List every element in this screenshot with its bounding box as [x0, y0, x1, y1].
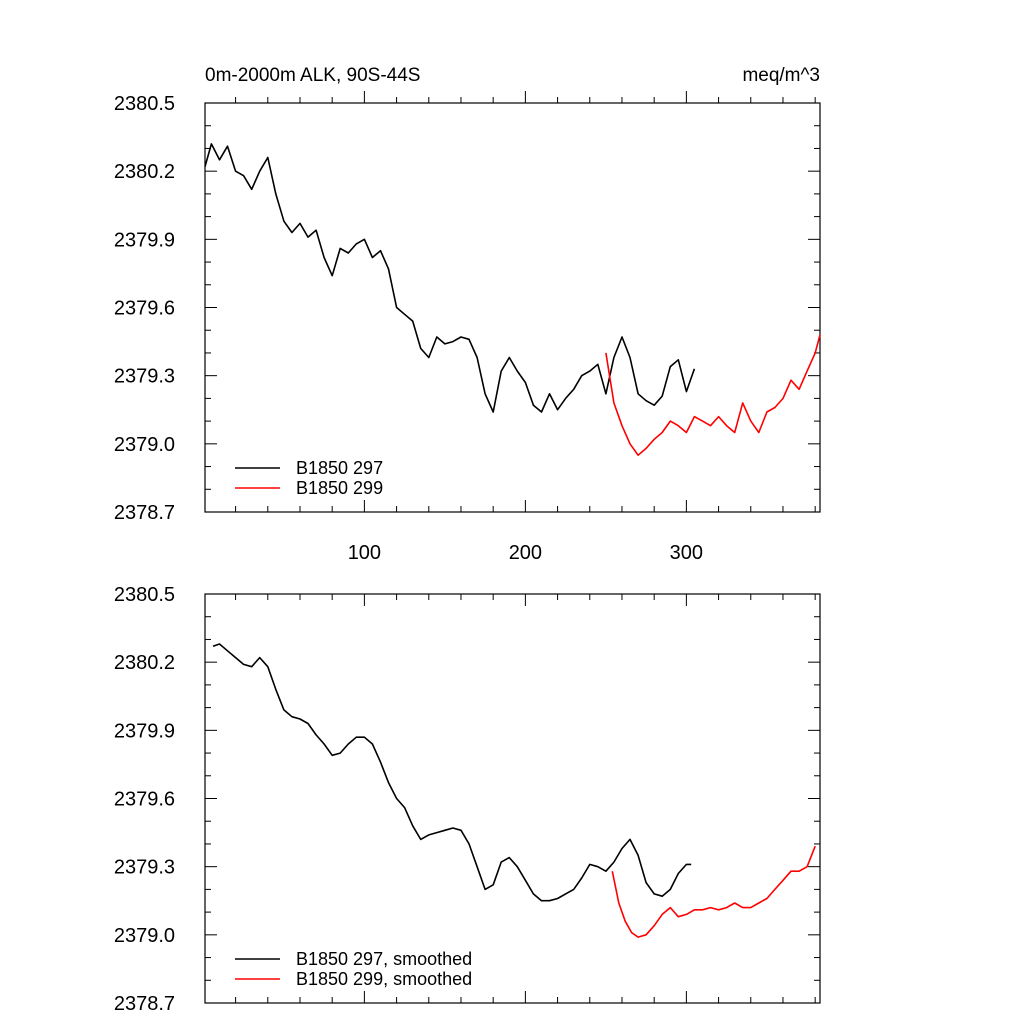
legend-label: B1850 297, smoothed — [296, 949, 472, 969]
plot-frame — [204, 593, 821, 1004]
bottom-panel: 2378.7 2379.0 2379.3 2379.6 2379.9 2380.2 2380… — [114, 584, 821, 1015]
x-tick-label: 100 — [348, 542, 381, 564]
series-line-red — [611, 845, 816, 938]
y-tick-label: 2379.6 — [114, 789, 175, 811]
legend-label: B1850 299, smoothed — [296, 969, 472, 989]
y-tick-label: 2378.7 — [114, 502, 175, 524]
y-tick-label: 2379.6 — [114, 298, 175, 320]
y-tick-label: 2379.9 — [114, 720, 175, 742]
y-tick-label: 2379.3 — [114, 366, 175, 388]
plot-frame — [204, 102, 821, 513]
series-line-black — [212, 643, 692, 902]
y-tick-label: 2379.3 — [114, 857, 175, 879]
y-tick-label: 2378.7 — [114, 993, 175, 1015]
legend-label: B1850 297 — [296, 458, 383, 478]
legend-label: B1850 299 — [296, 478, 383, 498]
top-panel: 2378.7 2379.0 2379.3 2379.6 2379.9 2380.2 2380… — [114, 65, 821, 564]
y-tick-label: 2380.5 — [114, 584, 175, 606]
y-tick-label: 2380.2 — [114, 161, 175, 183]
series-line-black — [204, 143, 696, 413]
y-tick-label: 2380.5 — [114, 93, 175, 115]
y-tick-label: 2380.2 — [114, 652, 175, 674]
y-tick-label: 2379.9 — [114, 229, 175, 251]
y-tick-label: 2379.0 — [114, 434, 175, 456]
series-line-red — [605, 334, 821, 457]
x-tick-label: 200 — [509, 542, 542, 564]
units-label: meq/m^3 — [742, 65, 820, 86]
x-tick-label: 300 — [670, 542, 703, 564]
chart-title: 0m-2000m ALK, 90S-44S — [205, 65, 420, 86]
y-tick-label: 2379.0 — [114, 925, 175, 947]
